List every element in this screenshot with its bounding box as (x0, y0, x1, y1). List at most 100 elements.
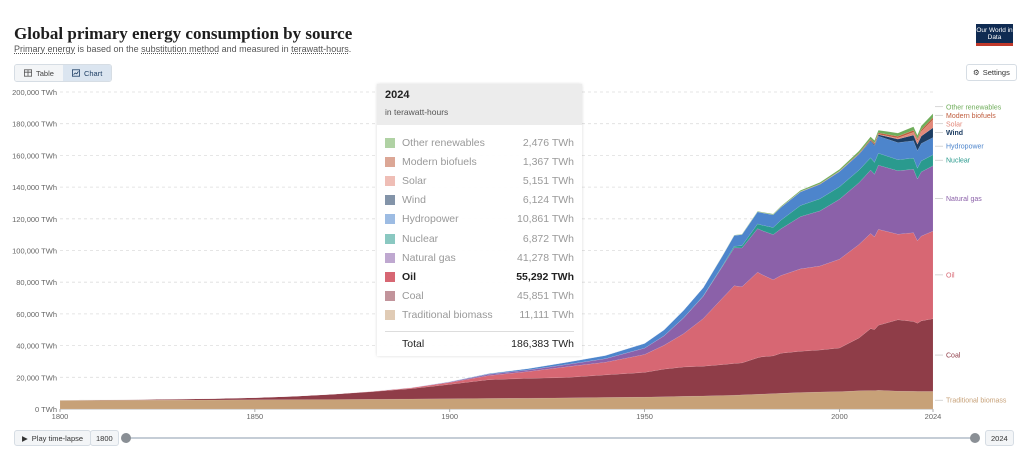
tooltip-swatch (385, 175, 395, 186)
y-tick-label: 80,000 TWh (16, 278, 57, 287)
terawatt-hours-link[interactable]: terawatt-hours (291, 44, 349, 54)
tooltip-year: 2024 (385, 89, 410, 101)
tooltip-rows: Other renewables 2,476 TWh Modern biofuels… (377, 125, 582, 329)
series-end-label: Traditional biomass (946, 398, 1007, 405)
series-end-label: Nuclear (946, 158, 971, 165)
tooltip-row-value: 5,151 TWh (522, 174, 574, 187)
timeline-start-handle[interactable] (121, 433, 131, 443)
tooltip-total-label: Total (402, 337, 425, 350)
tab-table[interactable]: Table (15, 65, 63, 81)
y-tick-label: 20,000 TWh (16, 373, 57, 382)
table-icon (24, 69, 32, 77)
tooltip-row-name: Solar (402, 174, 427, 187)
series-end-label: Hydropower (946, 144, 984, 151)
view-tabs: Table Chart (14, 64, 113, 82)
tooltip-total-value: 186,383 TWh (511, 337, 574, 350)
y-tick-label: 200,000 TWh (12, 88, 57, 97)
tooltip-row: Wind 6,124 TWh (385, 191, 574, 210)
area-nuclear (59, 153, 934, 401)
tooltip-header: 2024 in terawatt-hours (377, 84, 582, 125)
tooltip-row: Oil 55,292 TWh (385, 267, 574, 286)
y-tick-label: 60,000 TWh (16, 310, 57, 319)
tooltip-swatch (385, 310, 395, 321)
tooltip-row-name: Modern biofuels (402, 155, 477, 168)
tooltip-swatch (385, 214, 395, 225)
y-tick-label: 120,000 TWh (12, 215, 57, 224)
chart-tooltip: 2024 in terawatt-hours Other renewables 2… (377, 84, 582, 356)
settings-button[interactable]: ⚙ Settings (966, 64, 1017, 81)
timeline-track[interactable] (126, 437, 975, 439)
y-tick-label: 180,000 TWh (12, 120, 57, 129)
play-timelapse-button[interactable]: ▶ Play time-lapse (14, 430, 92, 446)
tooltip-swatch (385, 271, 395, 282)
series-end-label: Natural gas (946, 196, 982, 203)
tooltip-row: Natural gas 41,278 TWh (385, 248, 574, 267)
area-hydropower (59, 135, 934, 401)
tooltip-row: Hydropower 10,861 TWh (385, 210, 574, 229)
x-tick-label: 1900 (441, 412, 458, 421)
tooltip-swatch (385, 291, 395, 302)
subtitle-text-1: is based on the (75, 44, 142, 54)
timeline-start-year[interactable]: 1800 (90, 430, 119, 446)
tooltip-row-value: 6,872 TWh (522, 232, 574, 245)
tooltip-row-name: Nuclear (402, 232, 439, 245)
tooltip-row-name: Coal (402, 290, 424, 303)
area-wind (59, 127, 934, 401)
chart-title: Global primary energy consumption by sou… (14, 24, 353, 43)
series-end-label: Coal (946, 353, 961, 360)
area-natural-gas (59, 165, 934, 401)
primary-energy-link[interactable]: Primary energy (14, 44, 76, 54)
x-tick-label: 1800 (52, 412, 69, 421)
timeline-end-handle[interactable] (970, 433, 980, 443)
settings-label: Settings (982, 68, 1010, 77)
subtitle-end: . (348, 44, 352, 54)
series-end-label: Solar (946, 121, 963, 128)
chart-icon (71, 69, 80, 77)
timeline-end-year[interactable]: 2024 (985, 430, 1014, 446)
owid-logo[interactable]: Our World in Data (976, 24, 1013, 46)
y-tick-label: 140,000 TWh (12, 183, 57, 192)
tooltip-row-value: 45,851 TWh (516, 290, 574, 303)
tooltip-row-name: Natural gas (402, 251, 456, 264)
x-tick-label: 2000 (831, 412, 848, 421)
tooltip-row: Nuclear 6,872 TWh (385, 229, 574, 248)
y-tick-label: 100,000 TWh (12, 247, 57, 256)
area-modern-biofuels (59, 117, 934, 401)
y-tick-label: 160,000 TWh (12, 151, 57, 160)
substitution-method-link[interactable]: substitution method (141, 44, 220, 54)
tooltip-row: Traditional biomass 11,111 TWh (385, 306, 574, 325)
tooltip-row: Coal 45,851 TWh (385, 287, 574, 306)
subtitle-text-2: and measured in (219, 44, 292, 54)
series-end-label: Wind (946, 130, 963, 137)
tooltip-total: Total 186,383 TWh (385, 330, 574, 356)
tooltip-row-value: 2,476 TWh (522, 136, 574, 149)
play-label: Play time-lapse (31, 433, 84, 443)
tooltip-swatch (385, 233, 395, 244)
tooltip-row: Other renewables 2,476 TWh (385, 133, 574, 152)
tooltip-row-name: Oil (402, 270, 417, 283)
tab-chart[interactable]: Chart (62, 65, 112, 81)
x-tick-label: 1850 (247, 412, 264, 421)
tooltip-row: Solar 5,151 TWh (385, 171, 574, 190)
tooltip-row-name: Wind (402, 194, 426, 207)
x-tick-label: 2024 (925, 412, 942, 421)
tooltip-swatch (385, 195, 395, 206)
play-icon: ▶ (22, 433, 28, 443)
series-end-label: Other renewables (946, 104, 1002, 111)
area-other-renewables (59, 113, 934, 401)
gear-icon: ⚙ (973, 68, 980, 77)
x-tick-label: 1950 (636, 412, 653, 421)
tooltip-swatch (385, 252, 395, 263)
tooltip-swatch (385, 137, 395, 148)
tooltip-row-value: 6,124 TWh (522, 194, 574, 207)
tooltip-row-value: 55,292 TWh (516, 270, 574, 283)
tooltip-swatch (385, 156, 395, 167)
tooltip-row-value: 41,278 TWh (516, 251, 574, 264)
y-tick-label: 40,000 TWh (16, 342, 57, 351)
tooltip-row-name: Hydropower (402, 213, 459, 226)
tooltip-row-name: Traditional biomass (402, 309, 493, 322)
tab-table-label: Table (36, 68, 54, 78)
area-solar (59, 119, 934, 401)
tooltip-row: Modern biofuels 1,367 TWh (385, 152, 574, 171)
